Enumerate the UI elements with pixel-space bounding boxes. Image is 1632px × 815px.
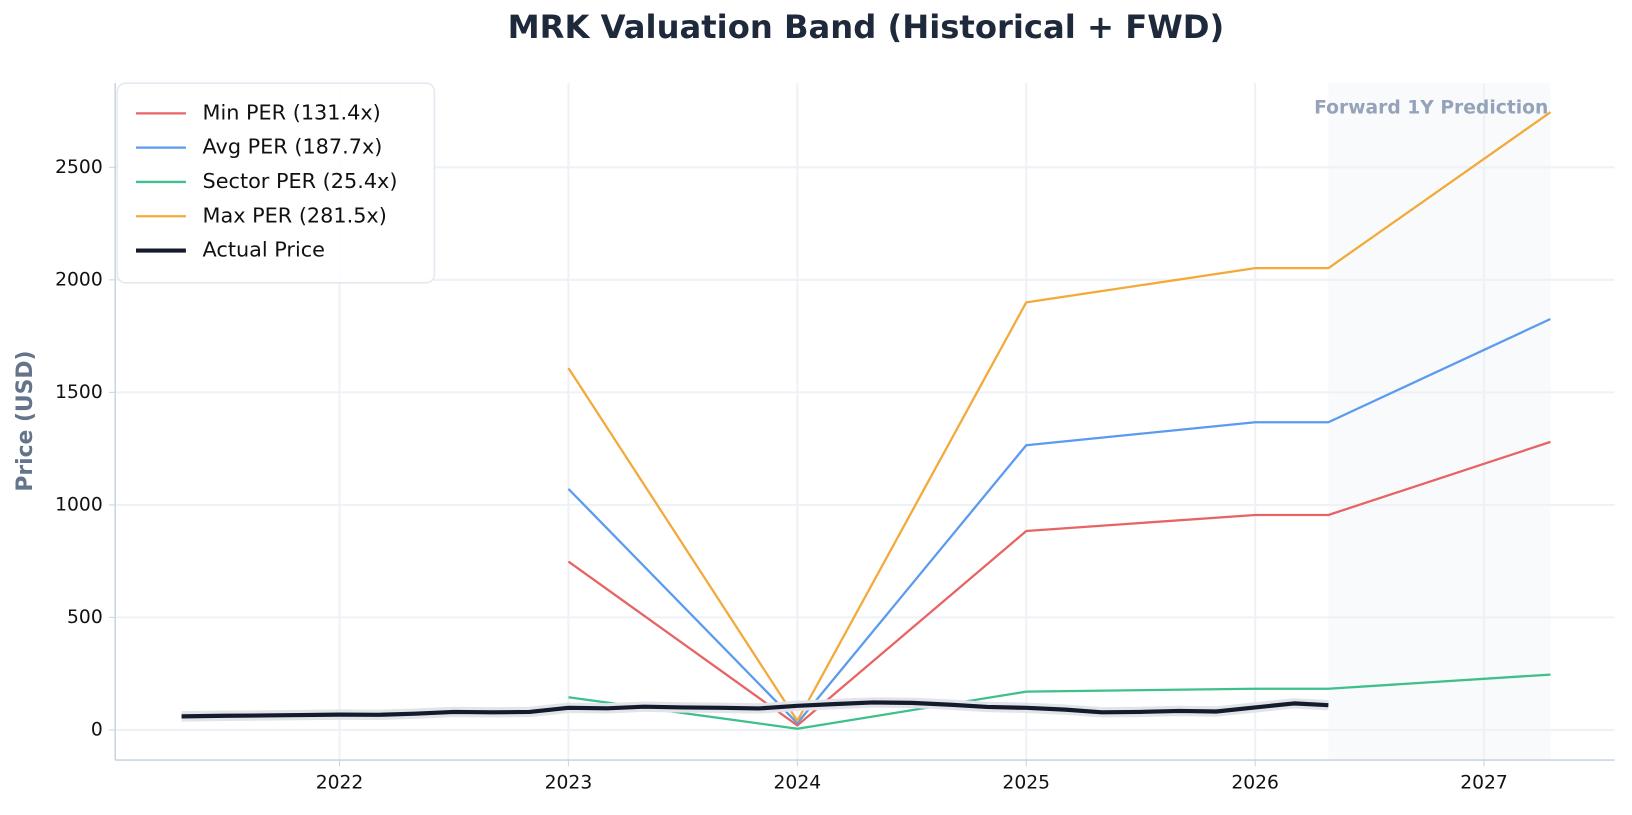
- y-tick-label: 500: [67, 607, 103, 628]
- y-tick-label: 0: [91, 719, 103, 740]
- x-tick-label: 2022: [316, 772, 364, 793]
- x-tick-label: 2024: [774, 772, 822, 793]
- line-series: [567, 440, 1551, 727]
- y-tick-label: 2500: [55, 157, 103, 178]
- line-series: [567, 111, 1552, 722]
- x-tick-label: 2023: [545, 772, 593, 793]
- annotation: Forward 1Y Prediction: [1314, 98, 1548, 119]
- line-series: [568, 673, 1551, 730]
- x-tick-label: 2025: [1002, 772, 1050, 793]
- y-tick-label: 1000: [55, 494, 103, 515]
- legend-label: Sector PER (25.4x): [203, 169, 398, 193]
- legend-box: [116, 82, 436, 284]
- legend-label: Actual Price: [203, 238, 325, 262]
- y-tick-label: 2000: [55, 269, 103, 290]
- line-series: [181, 700, 1329, 719]
- y-tick-label: 1500: [55, 382, 103, 403]
- chart-title: MRK Valuation Band (Historical + FWD): [508, 8, 1225, 46]
- legend-label: Min PER (131.4x): [203, 100, 381, 124]
- y-axis-label: Price (USD): [13, 351, 38, 492]
- x-tick-label: 2027: [1460, 772, 1508, 793]
- line-series: [567, 317, 1551, 725]
- forward-region: [1328, 83, 1551, 761]
- legend-label: Max PER (281.5x): [203, 203, 387, 227]
- legend-label: Avg PER (187.7x): [203, 135, 383, 159]
- x-tick-label: 2026: [1231, 772, 1279, 793]
